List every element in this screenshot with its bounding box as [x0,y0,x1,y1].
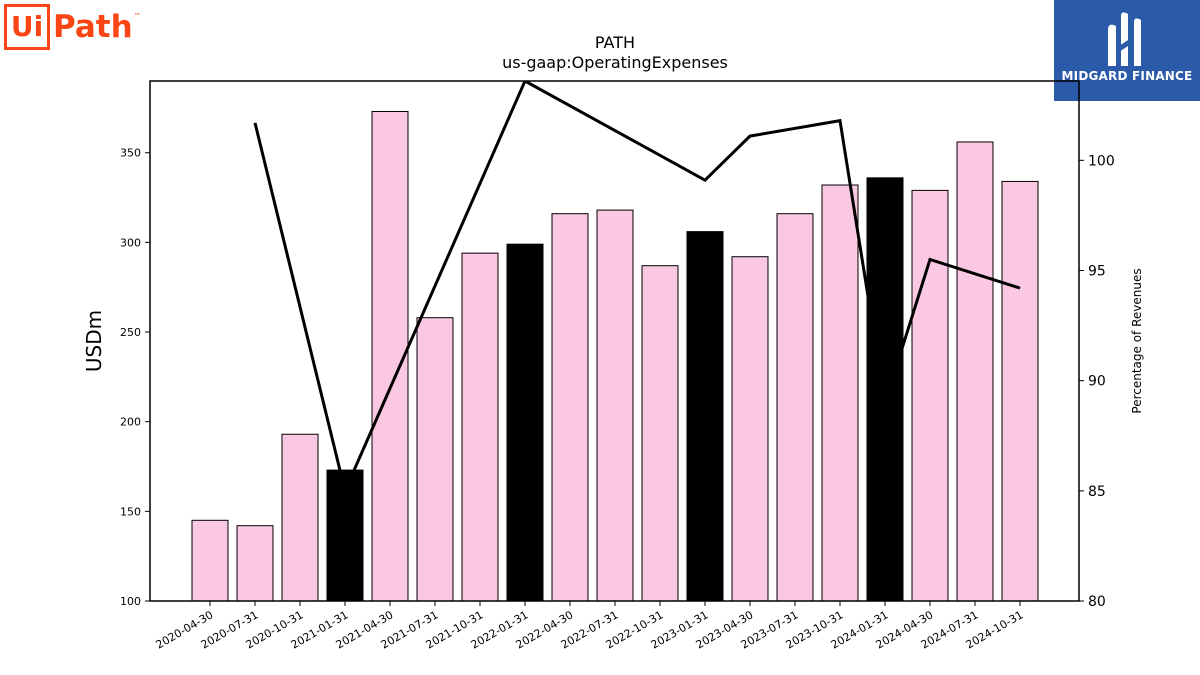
midgard-finance-wordmark: MIDGARD FINANCE [1061,69,1193,83]
y-tick-label-150: 150 [120,505,141,518]
bar-2020-07-31 [236,525,274,601]
bar-2022-07-31 [596,209,634,601]
chart-title: PATH [595,33,635,52]
bar-2022-04-30 [551,213,589,601]
chart-subtitle: us-gaap:OperatingExpenses [502,53,728,72]
bar-2022-10-31 [641,265,679,601]
y-axis-label: USDm [82,310,106,372]
y2-tick-label-90: 90 [1088,374,1106,390]
bar-2020-10-31 [281,433,319,601]
y2-tick-label-85: 85 [1088,484,1106,500]
uipath-logo-path: Path [53,9,133,45]
bar-2023-10-31 [821,184,859,601]
bar-2024-01-31 [866,177,904,601]
midgard-mark-icon [1108,12,1141,67]
percentage-of-revenues-line [253,81,1021,496]
uipath-logo-ui: Ui [4,4,50,50]
y-tick-label-200: 200 [120,416,141,429]
bar-2024-07-31 [956,141,994,601]
uipath-logo-tm: ™ [133,12,141,20]
y-tick-label-300: 300 [120,236,141,249]
y2-tick-label-95: 95 [1088,263,1106,279]
y2-tick-label-80: 80 [1088,594,1106,610]
y2-axis-label: Percentage of Revenues [1130,268,1144,413]
y2-tick-label-100: 100 [1088,153,1115,169]
bar-2022-01-31 [506,243,544,601]
y-axis-left: 100 150 200 250 300 350 [120,147,150,608]
bar-2023-01-31 [686,231,724,601]
bar-2023-07-31 [776,213,814,601]
uipath-logo: Ui Path ™ [4,4,141,50]
y-tick-label-250: 250 [120,326,141,339]
y-tick-label-350: 350 [120,147,141,160]
bar-2024-04-30 [911,189,949,601]
y-tick-label-100: 100 [120,595,141,608]
y-axis-right: 80 85 90 95 100 [1079,153,1115,610]
bar-2021-07-31 [416,317,454,601]
bar-2020-04-30 [191,519,229,601]
bar-2021-10-31 [461,252,499,601]
bar-series [191,110,1039,601]
bar-2021-04-30 [371,110,409,601]
line-series-layer [253,81,1021,496]
bar-2023-04-30 [731,256,769,601]
bar-2024-10-31 [1001,180,1039,601]
x-axis: 2020-04-302020-07-312020-10-312021-01-31… [154,601,1026,652]
